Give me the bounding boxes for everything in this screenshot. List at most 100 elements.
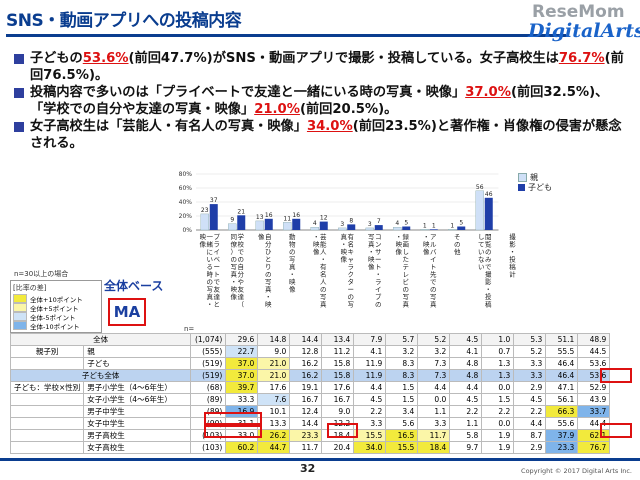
x-tick-char: 人 xyxy=(320,278,327,286)
table-cell: 8.7 xyxy=(513,429,547,442)
x-tick-char: イ xyxy=(430,256,437,264)
x-tick-char: や xyxy=(238,278,245,286)
x-tick-char: 達 xyxy=(214,292,221,301)
x-tick-char: ク xyxy=(348,271,355,279)
x-tick-char: い xyxy=(478,263,485,271)
table-cell: 5.2 xyxy=(513,345,547,358)
x-tick-char: 真 xyxy=(207,292,214,301)
x-tick-char: で xyxy=(214,278,221,286)
x-tick-char: ・ xyxy=(485,286,492,294)
bar-parent xyxy=(283,222,292,231)
table-cell: 14.8 xyxy=(257,333,291,346)
table-cell: 2.2 xyxy=(481,405,515,418)
table-cell: 16.9 xyxy=(225,405,259,418)
table-cell: 31.1 xyxy=(225,417,259,430)
bar-parent xyxy=(228,223,237,231)
bar-parent xyxy=(393,227,402,231)
x-tick-char: の xyxy=(231,256,238,264)
x-tick-char: ベ xyxy=(214,256,221,264)
bar-value-label: 23 xyxy=(201,207,209,214)
bullet-marker-icon xyxy=(14,54,24,64)
bar-child xyxy=(292,218,301,230)
bullet-text: (前回20.5%)。 xyxy=(299,102,398,117)
x-tick-char: 写 xyxy=(231,263,238,271)
x-tick-char: 映 xyxy=(289,277,296,286)
x-tick-char: 真 xyxy=(265,285,272,294)
table-cell: 0.0 xyxy=(417,393,451,406)
title-rule xyxy=(6,34,566,37)
x-tick-char: 写 xyxy=(430,293,437,301)
x-tick-char: 人 xyxy=(320,248,327,256)
bar-child xyxy=(402,226,411,230)
table-cell: 33.7 xyxy=(577,405,611,418)
x-tick-char: ル xyxy=(430,241,437,249)
total-label-char: 投 xyxy=(509,255,516,264)
table-cell: 55.6 xyxy=(545,417,579,430)
x-tick-char: 録 xyxy=(403,232,410,241)
sample-size: (90) xyxy=(190,417,227,430)
bullet-list: 子どもの53.6%(前回47.7%)がSNS・動画アプリで撮影・投稿している。女… xyxy=(14,50,626,152)
x-tick-char: バ xyxy=(430,248,437,256)
diff-row: 全体-5ポイント xyxy=(13,312,99,322)
x-tick-char: ラ xyxy=(375,278,382,286)
table-cell: 12.2 xyxy=(321,417,355,430)
table-row: 女子中学生 (90) 31.1 13.3 14.4 12.2 3.3 5.6 3.3 1.1 0.0… xyxy=(9,417,611,430)
bullet-2: 投稿内容で多いのは「プライベートで友達と一緒にいる時の写真・映像」37.0%(前… xyxy=(14,84,626,118)
x-tick-char: イ xyxy=(375,286,382,294)
table-cell: 18.4 xyxy=(417,441,451,454)
x-tick-char: し xyxy=(403,248,410,256)
x-tick-char: そ xyxy=(454,233,461,241)
x-tick-char: み xyxy=(485,256,492,264)
x-tick-char: ビ xyxy=(403,277,410,286)
bar-value-label: 1 xyxy=(432,222,436,229)
x-tick-char: 写 xyxy=(348,301,355,309)
table-cell: 3.3 xyxy=(513,357,547,370)
x-tick-char: 真 xyxy=(341,232,348,241)
table-cell: 14.4 xyxy=(289,333,323,346)
table-cell: 4.5 xyxy=(449,393,483,406)
x-tick-char: 写 xyxy=(207,286,214,294)
table-cell: 11.9 xyxy=(353,357,387,370)
table-cell: 56.1 xyxy=(545,393,579,406)
bullet-text: 女子高校生は「芸能人・有名人の写真・映像」 xyxy=(30,119,307,134)
diff-row: 全体+5ポイント xyxy=(13,303,99,313)
x-tick-char: ひ xyxy=(265,248,272,256)
table-cell: 66.3 xyxy=(545,405,579,418)
x-tick-char: ブ xyxy=(375,292,382,301)
table-row: 子ども全体 (519) 37.0 21.0 16.2 15.8 11.9 8.3 7.3 4.8 1… xyxy=(9,369,611,382)
chart-legend: 親 子ども xyxy=(518,172,552,192)
bar-value-label: 12 xyxy=(320,215,328,222)
x-tick-char: ャ xyxy=(348,256,355,264)
table-cell: 2.2 xyxy=(449,405,483,418)
bar-parent xyxy=(448,229,457,231)
bar-value-label: 3 xyxy=(368,221,372,228)
x-tick-char: テ xyxy=(403,263,410,271)
x-tick-char: 校 xyxy=(238,240,245,249)
bar-parent xyxy=(365,227,374,231)
x-tick-char: ・ xyxy=(231,278,238,286)
row-label: 親 xyxy=(83,345,192,358)
x-tick-char: 真 xyxy=(368,240,375,249)
bar-value-label: 46 xyxy=(485,191,493,198)
table-cell: 23.3 xyxy=(289,429,323,442)
table-cell: 26.2 xyxy=(257,429,291,442)
x-tick-char: 真 xyxy=(231,270,238,279)
row-label: 子ども xyxy=(83,357,192,370)
x-tick-char: 影 xyxy=(485,277,492,286)
x-tick-char: 映 xyxy=(313,240,320,249)
x-tick-char: ン xyxy=(375,241,382,249)
sample-size: (103) xyxy=(190,429,227,442)
x-tick-char: レ xyxy=(403,271,410,279)
y-tick-label: 80% xyxy=(179,171,193,178)
x-tick-char: 学 xyxy=(238,232,245,241)
table-row: 子ども (519) 37.0 21.0 16.2 15.8 11.9 8.3 7.3 4.8 1.3… xyxy=(9,357,611,370)
bar-child xyxy=(237,215,246,230)
row-label: 女子高校生 xyxy=(83,441,192,454)
bar-value-label: 7 xyxy=(377,218,381,225)
table-cell: 9.0 xyxy=(257,345,291,358)
x-tick-char: 映 xyxy=(423,240,430,249)
x-tick-char: ） xyxy=(231,248,238,256)
x-tick-char: 像 xyxy=(231,292,238,301)
table-cell: 44.4 xyxy=(577,417,611,430)
table-cell: 11.9 xyxy=(353,369,387,382)
